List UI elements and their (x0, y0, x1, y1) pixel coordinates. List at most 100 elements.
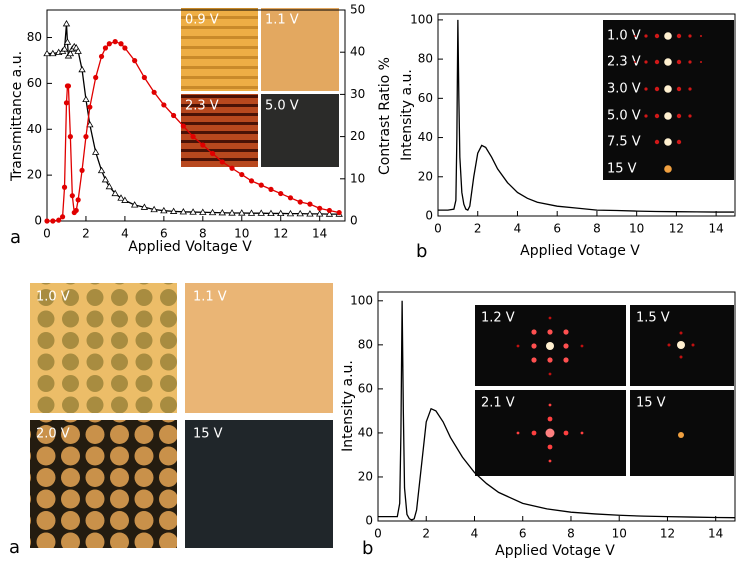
y-tick-label: 20 (418, 169, 433, 183)
point (79, 167, 85, 173)
x-tick-label: 12 (273, 227, 288, 241)
inset-label: 3.0 V (607, 82, 641, 97)
point (218, 208, 226, 216)
x-axis-label: Applied Votage V (495, 543, 615, 559)
micrograph (261, 8, 339, 91)
point (169, 207, 178, 214)
series-line (438, 19, 735, 213)
point (60, 45, 69, 52)
point (86, 120, 94, 128)
x-tick-label: 0 (43, 227, 51, 241)
point (199, 208, 207, 215)
point (63, 100, 70, 106)
series-line (378, 300, 736, 521)
y2-tick-label: 20 (350, 129, 365, 143)
diffraction-spot (676, 139, 682, 145)
diffraction-spot (548, 459, 552, 463)
point (118, 41, 124, 47)
diffraction-spot (516, 344, 520, 348)
point (93, 74, 99, 81)
y-tick-label: 20 (27, 168, 42, 182)
x-tick-label: 4 (471, 527, 479, 541)
point (315, 210, 324, 217)
diffraction-spot (679, 355, 683, 359)
diffraction-spot (644, 60, 648, 64)
diffraction-spot (634, 61, 636, 63)
micrograph (185, 420, 333, 548)
diffraction-spot (547, 357, 553, 363)
point (239, 171, 245, 178)
inset-label: 2.1 V (481, 396, 515, 411)
diffraction-spot (644, 34, 648, 38)
point (59, 214, 66, 220)
point (219, 159, 225, 165)
y-tick-label: 20 (358, 469, 373, 483)
point (121, 196, 129, 203)
image-label: 1.0 V (36, 290, 70, 305)
diffraction-spot (547, 444, 553, 450)
x-tick-label: 2 (474, 222, 482, 236)
inset-label: 7.5 V (607, 135, 641, 150)
point (132, 58, 138, 64)
point (82, 95, 90, 103)
diffraction-spot (664, 112, 672, 120)
point (209, 150, 216, 157)
y2-tick-label: 10 (350, 171, 365, 185)
point (62, 19, 71, 27)
micrograph (261, 94, 339, 167)
point (268, 186, 274, 192)
x-tick-label: 6 (519, 527, 527, 541)
x-axis-label: Applied Voltage V (128, 239, 252, 255)
diffraction-spot (676, 113, 682, 119)
y2-tick-label: 0 (350, 214, 358, 228)
y-tick-label: 40 (418, 130, 433, 144)
point (296, 209, 304, 217)
diffraction-spot (676, 59, 682, 65)
point (74, 47, 82, 54)
point (238, 209, 246, 216)
diffraction-spot (664, 165, 672, 173)
point (111, 189, 119, 197)
diffraction-spot (547, 416, 553, 422)
point (140, 203, 149, 210)
point (297, 199, 303, 205)
inset-label: 1.1 V (265, 13, 299, 28)
diffraction-spot (531, 430, 537, 436)
micrograph (30, 283, 177, 413)
panel-label: b (362, 538, 373, 559)
point (141, 74, 147, 81)
diffraction-spot (676, 33, 682, 39)
y-tick-label: 100 (350, 293, 373, 307)
point (190, 134, 196, 140)
y-tick-label: 80 (358, 337, 373, 351)
point (267, 209, 275, 217)
y-tick-label: 60 (358, 381, 373, 395)
inset-label: 1.5 V (636, 311, 670, 326)
y-tick-label: 0 (365, 514, 373, 528)
point (102, 45, 109, 51)
x-tick-label: 14 (708, 527, 723, 541)
inset-label: 0.9 V (185, 13, 219, 28)
point (228, 209, 236, 216)
point (98, 53, 105, 60)
diffraction-spot (676, 86, 682, 92)
diffraction-spot (531, 329, 537, 335)
point (122, 45, 128, 51)
diffraction-spot (563, 430, 569, 436)
point (65, 83, 72, 89)
micrograph (30, 420, 177, 548)
point (112, 39, 118, 45)
diffraction-image (603, 20, 734, 180)
point (67, 134, 73, 140)
diffraction-spot (644, 87, 648, 91)
panel-label: b (416, 241, 427, 262)
diffraction-spot (688, 87, 692, 91)
diffraction-spot (664, 85, 672, 93)
x-tick-label: 8 (567, 527, 575, 541)
x-tick-label: 10 (612, 527, 627, 541)
diffraction-spot (654, 139, 660, 145)
diffraction-spot (563, 357, 569, 363)
point (117, 194, 125, 201)
point (49, 49, 57, 57)
